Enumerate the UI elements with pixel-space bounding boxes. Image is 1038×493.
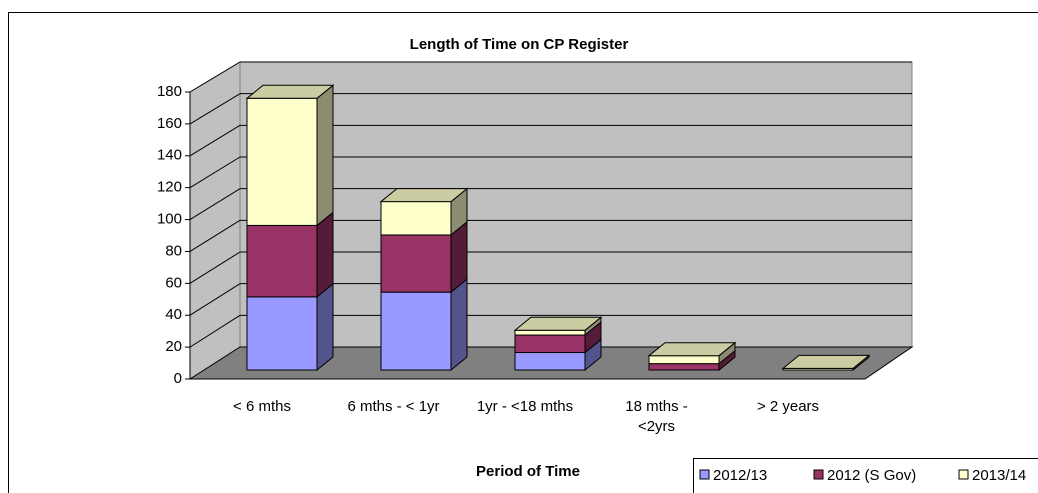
legend-swatch [813,469,824,480]
bar-front [246,97,318,226]
chart-title: Length of Time on CP Register [410,36,629,53]
bar-front [514,334,586,354]
y-tick-label: 140 [157,147,182,164]
bar-front [380,201,452,236]
legend-label: 2012 (S Gov) [827,467,916,484]
bar-front [648,355,720,365]
x-axis-title: Period of Time [476,463,580,480]
grid-line [189,283,241,316]
bar-side [450,278,468,372]
grid-line [189,251,241,284]
bar-front [246,296,318,371]
bar-front [514,329,586,336]
bar-side [316,84,334,227]
y-tick-label: 20 [165,338,182,355]
grid-line [189,219,241,252]
bar-front [246,224,318,298]
bar-top [513,316,603,331]
y-tick-label: 40 [165,306,182,323]
legend-swatch [699,469,710,480]
grid-line [189,314,241,348]
bar-front [514,352,586,371]
x-tick-label: 18 mths - <2yrs [625,398,688,435]
bar-front [648,363,720,371]
legend-label: 2013/14 [972,467,1026,484]
bar-top [647,342,737,357]
grid-line [189,188,241,220]
legend-label: 2012/13 [713,467,767,484]
x-tick-label: 1yr - <18 mths [476,398,574,415]
x-tick-label: > 2 years [756,398,820,415]
back-wall [239,61,913,348]
bar-side [316,211,334,298]
bar-top [379,188,469,203]
grid-line [189,93,241,125]
grid-line [189,156,241,189]
bar-side [316,282,334,372]
y-tick-label: 60 [165,274,182,291]
x-tick-label: 6 mths - < 1yr [347,398,440,415]
y-tick-label: 80 [165,242,182,259]
legend [693,458,1038,493]
legend-swatch [958,469,969,480]
y-tick-label: 180 [157,83,182,100]
bar-front [380,291,452,371]
grid-line [189,124,241,157]
y-tick-label: 160 [157,115,182,132]
bar-top [781,354,871,369]
bar-front [380,234,452,293]
grid-line [189,61,241,93]
y-tick-label: 0 [174,370,182,387]
x-tick-label: < 6 mths [233,398,291,415]
bar-top [245,84,335,99]
y-tick-label: 120 [157,179,182,196]
y-tick-label: 100 [157,211,182,228]
